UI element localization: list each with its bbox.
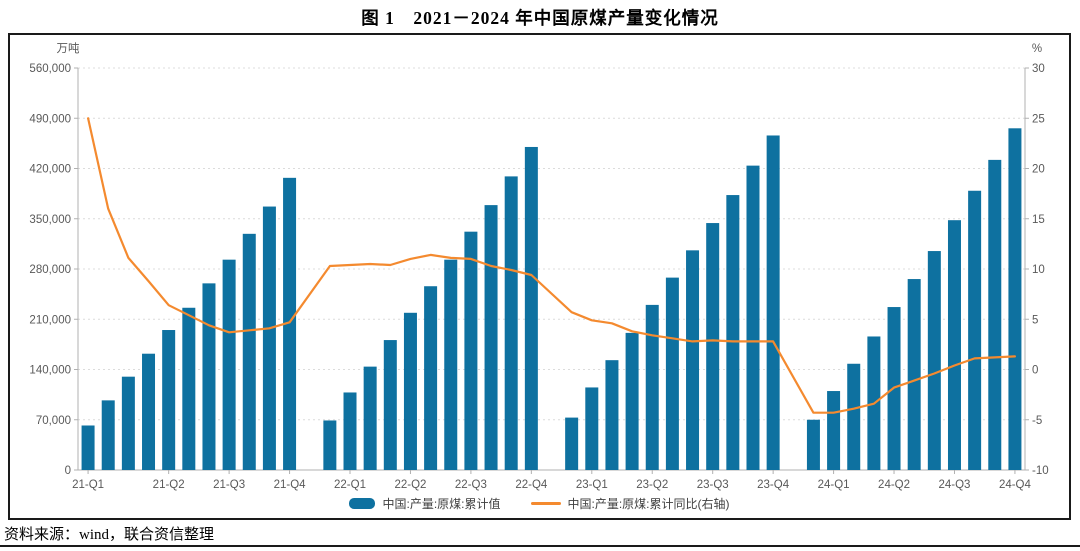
bar-2022-02 bbox=[323, 420, 337, 470]
bar-2023-08 bbox=[686, 250, 700, 470]
svg-text:23-Q2: 23-Q2 bbox=[636, 479, 668, 491]
bar-2024-03 bbox=[827, 391, 841, 470]
svg-text:280,000: 280,000 bbox=[29, 264, 71, 276]
svg-text:23-Q3: 23-Q3 bbox=[697, 479, 729, 491]
bar-2024-02 bbox=[806, 419, 820, 470]
bar-2022-05 bbox=[383, 340, 397, 470]
grid-lines bbox=[78, 67, 1025, 421]
y-axis-left: 0 70,000 140,000 210,000 280,000 350,000 420,0… bbox=[29, 42, 80, 477]
svg-text:140,000: 140,000 bbox=[29, 365, 71, 377]
bar-2024-10 bbox=[968, 190, 982, 470]
svg-text:25: 25 bbox=[1032, 113, 1045, 125]
bar-2021-12 bbox=[283, 177, 297, 470]
coal-production-chart: 0 70,000 140,000 210,000 280,000 350,000 420,0… bbox=[29, 42, 1049, 491]
x-axis-labels: 21-Q1 21-Q2 21-Q3 21-Q4 22-Q1 22-Q2 22-Q3 22-Q4… bbox=[72, 470, 1032, 491]
svg-text:0: 0 bbox=[1032, 365, 1038, 377]
bar-2024-04 bbox=[847, 363, 861, 470]
yoy-line bbox=[86, 117, 1017, 414]
legend-item-bars: 中国:产量:原煤:累计值 bbox=[349, 495, 501, 512]
svg-text:350,000: 350,000 bbox=[29, 214, 71, 226]
bar-2022-12 bbox=[524, 146, 538, 470]
bar-series bbox=[81, 128, 1022, 471]
y-axis-right: -10 -5 0 5 10 15 20 25 30% bbox=[1025, 43, 1049, 477]
right-axis-unit: % bbox=[1032, 43, 1042, 55]
svg-text:30: 30 bbox=[1032, 63, 1045, 75]
svg-text:24-Q1: 24-Q1 bbox=[818, 479, 850, 491]
bar-2022-10 bbox=[484, 205, 498, 470]
axis-lines bbox=[77, 68, 1026, 471]
bar-2024-11 bbox=[988, 159, 1002, 470]
svg-text:-5: -5 bbox=[1032, 415, 1042, 427]
bar-2021-02 bbox=[81, 425, 95, 470]
bar-2021-11 bbox=[262, 206, 276, 470]
legend-item-line: 中国:产量:原煤:累计同比(右轴) bbox=[530, 495, 730, 512]
bar-2023-02 bbox=[565, 417, 579, 470]
bar-2023-07 bbox=[665, 277, 679, 470]
svg-text:22-Q2: 22-Q2 bbox=[394, 479, 426, 491]
bar-2021-05 bbox=[142, 353, 156, 470]
line-series-label: 中国:产量:原煤:累计同比(右轴) bbox=[567, 497, 730, 511]
chart-frame: 0 70,000 140,000 210,000 280,000 350,000 420,0… bbox=[8, 33, 1071, 520]
bar-2022-07 bbox=[424, 286, 438, 470]
bar-2023-10 bbox=[726, 195, 740, 470]
svg-text:5: 5 bbox=[1032, 314, 1038, 326]
bottom-rule bbox=[0, 545, 1080, 547]
chart-title: 图 1 2021－2024 年中国原煤产量变化情况 bbox=[361, 8, 719, 28]
bar-2024-07 bbox=[907, 279, 921, 470]
bar-2021-04 bbox=[121, 376, 135, 470]
svg-text:0: 0 bbox=[65, 465, 71, 477]
bar-2021-08 bbox=[202, 283, 216, 470]
svg-text:22-Q1: 22-Q1 bbox=[334, 479, 366, 491]
bar-2023-11 bbox=[746, 165, 760, 470]
bar-2022-03 bbox=[343, 392, 357, 470]
bar-2022-09 bbox=[464, 231, 478, 470]
svg-text:420,000: 420,000 bbox=[29, 164, 71, 176]
svg-text:-10: -10 bbox=[1032, 465, 1049, 477]
bar-2024-08 bbox=[927, 251, 941, 470]
bar-2022-08 bbox=[444, 259, 458, 470]
svg-text:21-Q3: 21-Q3 bbox=[213, 479, 245, 491]
bar-2022-11 bbox=[504, 176, 518, 470]
left-axis-unit: 万吨 bbox=[57, 42, 80, 55]
svg-text:10: 10 bbox=[1032, 264, 1045, 276]
bar-2023-04 bbox=[605, 360, 619, 470]
bar-2023-05 bbox=[625, 332, 639, 470]
bar-2021-03 bbox=[101, 400, 115, 470]
bar-2024-09 bbox=[947, 220, 961, 470]
bar-2021-10 bbox=[242, 233, 256, 470]
svg-text:23-Q4: 23-Q4 bbox=[757, 479, 790, 491]
svg-text:21-Q4: 21-Q4 bbox=[274, 479, 307, 491]
bar-series-label: 中国:产量:原煤:累计值 bbox=[382, 497, 501, 511]
line-series-swatch bbox=[530, 502, 561, 505]
bar-series-swatch bbox=[349, 498, 376, 509]
svg-text:21-Q2: 21-Q2 bbox=[153, 479, 185, 491]
svg-text:20: 20 bbox=[1032, 164, 1045, 176]
bar-2021-09 bbox=[222, 259, 236, 470]
bar-2022-04 bbox=[363, 366, 377, 470]
svg-text:22-Q3: 22-Q3 bbox=[455, 479, 487, 491]
svg-text:22-Q4: 22-Q4 bbox=[515, 479, 548, 491]
svg-text:210,000: 210,000 bbox=[29, 314, 71, 326]
bar-2021-07 bbox=[182, 307, 196, 470]
chart-legend: 中国:产量:原煤:累计值 中国:产量:原煤:累计同比(右轴) bbox=[10, 495, 1069, 512]
svg-text:24-Q4: 24-Q4 bbox=[999, 479, 1032, 491]
svg-text:70,000: 70,000 bbox=[36, 415, 71, 427]
bar-2022-06 bbox=[403, 312, 417, 470]
svg-text:23-Q1: 23-Q1 bbox=[576, 479, 608, 491]
bar-2023-09 bbox=[706, 223, 720, 470]
svg-text:24-Q3: 24-Q3 bbox=[938, 479, 970, 491]
bar-2023-12 bbox=[766, 135, 780, 470]
bar-2021-06 bbox=[162, 330, 176, 470]
svg-text:490,000: 490,000 bbox=[29, 113, 71, 125]
svg-text:24-Q2: 24-Q2 bbox=[878, 479, 910, 491]
svg-text:15: 15 bbox=[1032, 214, 1045, 226]
bar-2023-06 bbox=[645, 304, 659, 470]
svg-text:21-Q1: 21-Q1 bbox=[72, 479, 104, 491]
bar-2023-03 bbox=[585, 387, 599, 470]
bar-2024-12 bbox=[1008, 128, 1022, 471]
source-note: 资料来源：wind，联合资信整理 bbox=[4, 527, 215, 543]
svg-text:560,000: 560,000 bbox=[29, 63, 71, 75]
